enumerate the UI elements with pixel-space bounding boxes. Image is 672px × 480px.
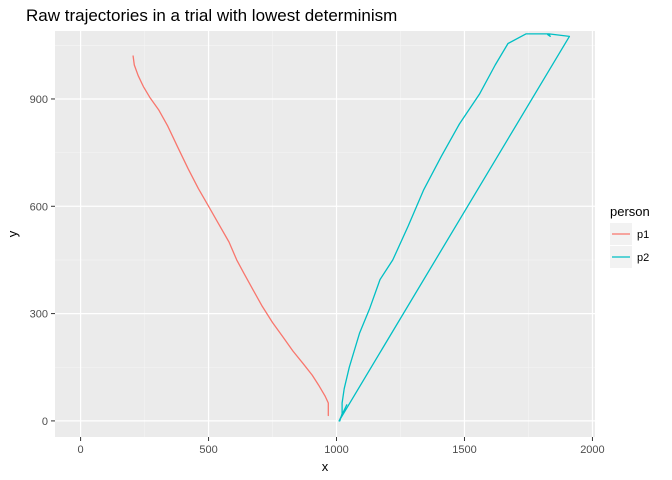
- axis-tick-labels: 0 500 1000 1500 2000 0 300 600 900: [30, 94, 605, 456]
- trajectory-lines: [132, 33, 571, 422]
- legend-items: p1 p2: [610, 223, 649, 268]
- y-tick-label: 0: [42, 416, 48, 428]
- major-gridlines: [55, 31, 595, 437]
- y-axis-title: y: [5, 230, 20, 237]
- plot-panel: [55, 31, 595, 437]
- x-tick-label: 500: [199, 444, 217, 456]
- x-tick-label: 1000: [324, 444, 348, 456]
- y-tick-label: 300: [30, 309, 48, 321]
- legend-label-p1: p1: [637, 229, 649, 241]
- series-line-p1: [132, 55, 329, 417]
- legend: person p1 p2: [610, 204, 650, 268]
- x-tick-label: 1500: [452, 444, 476, 456]
- chart-title: Raw trajectories in a trial with lowest …: [26, 6, 397, 25]
- series-line-p2: [338, 33, 571, 422]
- y-tick-label: 600: [30, 201, 48, 213]
- x-tick-label: 0: [78, 444, 84, 456]
- legend-title: person: [610, 204, 650, 219]
- y-tick-label: 900: [30, 94, 48, 106]
- x-axis-title: x: [322, 459, 329, 474]
- axis-ticks: [51, 98, 593, 441]
- x-tick-label: 2000: [580, 444, 604, 456]
- legend-label-p2: p2: [637, 252, 649, 264]
